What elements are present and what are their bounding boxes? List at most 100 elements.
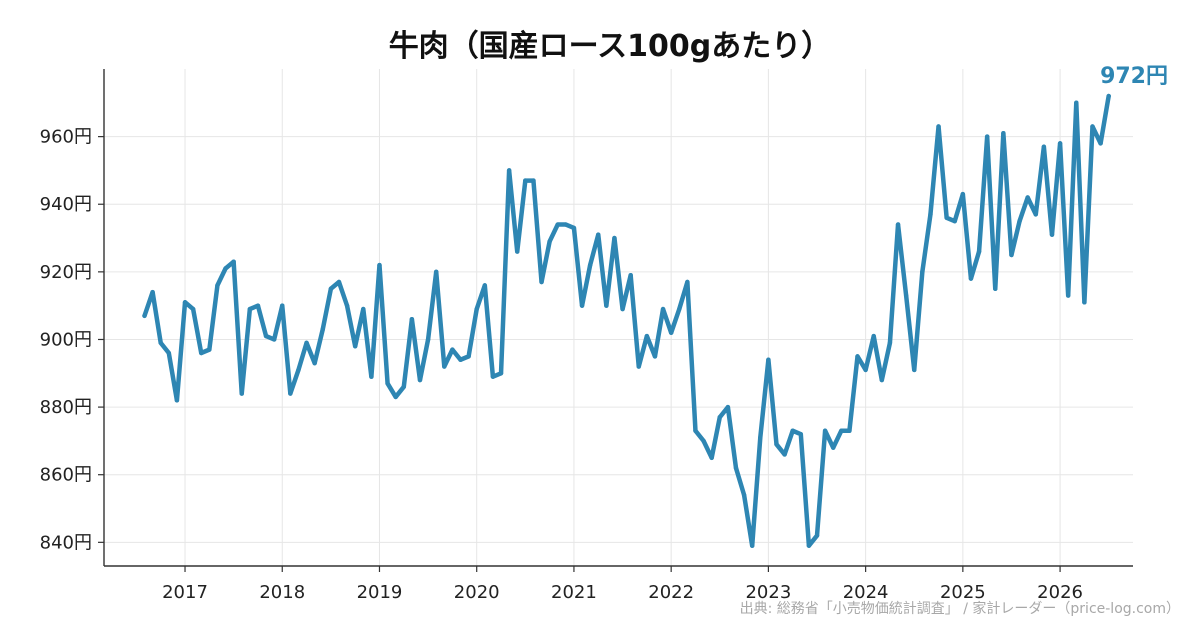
last-value-label: 972円 xyxy=(1100,64,1168,89)
x-tick-label: 2024 xyxy=(843,582,889,603)
data-point xyxy=(831,445,836,450)
data-point xyxy=(587,262,593,268)
data-point xyxy=(555,222,560,227)
chart-title: 牛肉（国産ロース100gあたり） xyxy=(389,29,832,64)
data-point xyxy=(255,303,261,308)
data-point xyxy=(547,239,552,244)
data-point xyxy=(328,286,334,291)
data-point xyxy=(895,222,901,227)
data-point xyxy=(677,306,682,312)
data-point xyxy=(644,333,650,339)
data-point xyxy=(968,276,974,281)
data-point xyxy=(758,435,763,440)
x-tick-label: 2026 xyxy=(1037,582,1083,603)
data-point xyxy=(425,337,431,342)
data-point xyxy=(158,340,163,346)
data-point xyxy=(936,124,941,129)
data-point xyxy=(563,222,569,227)
data-point xyxy=(993,286,998,291)
data-point xyxy=(1017,218,1022,224)
x-tick-label: 2019 xyxy=(357,582,403,603)
y-axis-ticks: 840円 860円 880円 900円 920円 940円 960円 xyxy=(40,127,104,553)
y-tick-label: 920円 xyxy=(40,262,92,283)
data-point xyxy=(474,306,479,312)
data-point xyxy=(142,313,147,319)
data-point xyxy=(377,262,382,268)
data-point xyxy=(652,354,658,359)
data-point xyxy=(207,347,212,352)
x-tick-label: 2018 xyxy=(259,582,305,603)
x-tick-label: 2020 xyxy=(454,582,500,603)
data-point xyxy=(984,134,990,139)
data-point xyxy=(1098,141,1103,146)
data-point xyxy=(361,306,366,312)
data-point xyxy=(288,391,293,396)
data-point xyxy=(482,283,488,288)
y-tick-label: 900円 xyxy=(40,329,92,350)
data-point xyxy=(280,303,285,308)
x-tick-label: 2022 xyxy=(648,582,694,603)
data-point xyxy=(1049,232,1055,237)
data-point xyxy=(506,168,512,173)
data-point xyxy=(199,350,204,356)
data-point xyxy=(1033,212,1038,217)
data-point xyxy=(733,465,739,471)
series-layer xyxy=(142,93,1111,548)
data-point xyxy=(344,303,350,308)
data-point xyxy=(531,178,536,183)
data-point xyxy=(369,374,374,379)
data-point xyxy=(717,415,722,420)
data-point xyxy=(247,306,253,312)
data-point xyxy=(1001,131,1006,136)
data-point xyxy=(579,303,585,308)
data-point xyxy=(976,249,982,254)
data-point xyxy=(620,306,625,312)
data-point xyxy=(863,367,868,373)
x-tick-label: 2023 xyxy=(745,582,791,603)
data-point xyxy=(539,279,544,285)
data-point xyxy=(304,340,309,346)
x-tick-label: 2021 xyxy=(551,582,597,603)
data-point xyxy=(952,218,957,224)
data-point xyxy=(320,327,325,332)
data-point xyxy=(1065,293,1071,298)
data-point xyxy=(822,428,828,433)
source-note: 出典: 総務省「小売物価統計調査」 / 家計レーダー（price-log.com… xyxy=(740,600,1180,617)
data-point xyxy=(806,543,812,548)
data-point xyxy=(231,259,236,264)
data-point xyxy=(571,225,577,231)
data-point xyxy=(1057,141,1063,146)
data-point xyxy=(604,303,609,308)
grid-lines xyxy=(104,69,1133,566)
data-point xyxy=(782,452,787,457)
data-point xyxy=(182,300,188,305)
data-point xyxy=(385,381,390,386)
y-tick-label: 840円 xyxy=(40,532,92,553)
data-point xyxy=(312,360,317,366)
data-point xyxy=(174,398,180,403)
data-point xyxy=(523,178,528,183)
data-point xyxy=(749,543,755,548)
data-point xyxy=(393,394,398,400)
data-point xyxy=(685,279,690,285)
data-point xyxy=(660,306,666,312)
data-point xyxy=(215,283,220,288)
data-point xyxy=(296,367,301,373)
data-point xyxy=(960,191,966,197)
y-tick-label: 960円 xyxy=(40,127,92,148)
data-point xyxy=(790,428,795,433)
data-point xyxy=(466,354,471,359)
data-point xyxy=(336,279,342,285)
data-point xyxy=(401,384,406,390)
y-tick-label: 880円 xyxy=(40,397,92,418)
data-point xyxy=(725,404,731,410)
data-point xyxy=(693,428,698,433)
data-point xyxy=(668,330,674,335)
data-point xyxy=(701,438,706,444)
data-point xyxy=(239,391,244,396)
data-point xyxy=(271,337,277,342)
data-point xyxy=(920,269,925,275)
series-line xyxy=(142,93,1111,548)
data-point xyxy=(150,289,155,295)
